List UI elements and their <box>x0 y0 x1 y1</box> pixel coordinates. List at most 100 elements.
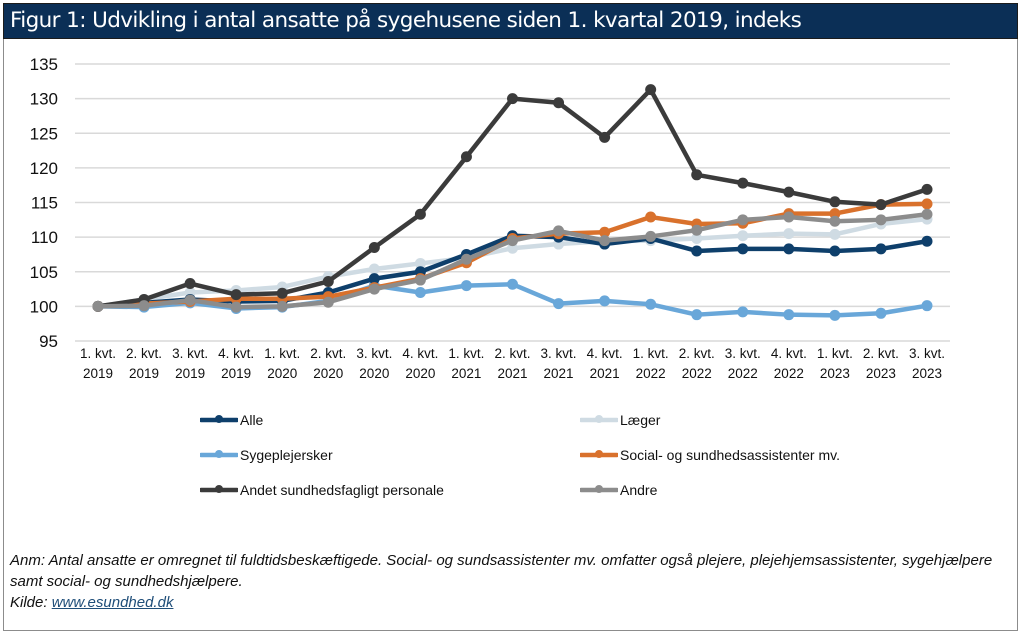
x-tick-label: 2020 <box>267 366 297 381</box>
data-point <box>460 253 472 265</box>
legend-item: Læger <box>580 412 660 428</box>
x-tick-label: 2023 <box>820 366 850 381</box>
data-point <box>368 263 380 275</box>
x-tick-label: 3. kvt. <box>356 346 392 361</box>
data-point <box>599 295 611 307</box>
x-tick-label: 2. kvt. <box>679 346 715 361</box>
x-tick-label: 1. kvt. <box>80 346 116 361</box>
legend-item: Social- og sundhedsassistenter mv. <box>580 447 840 463</box>
legend-label: Sygeplejersker <box>240 447 333 463</box>
data-point <box>875 243 887 255</box>
series-line <box>95 87 930 309</box>
data-point <box>368 273 380 285</box>
data-point <box>783 228 795 240</box>
legend-label: Andet sundhedsfagligt personale <box>240 482 444 498</box>
series-social-og-sundhedsassistenter-mv- <box>92 198 933 312</box>
data-point <box>783 243 795 255</box>
y-tick-label: 130 <box>30 90 58 109</box>
x-tick-label: 4. kvt. <box>402 346 438 361</box>
series-læger <box>92 213 933 312</box>
x-tick-label: 2019 <box>129 366 159 381</box>
data-point <box>92 300 104 312</box>
x-tick-label: 1. kvt. <box>448 346 484 361</box>
data-point <box>645 84 657 96</box>
data-point <box>921 208 933 220</box>
data-point <box>414 274 426 286</box>
x-tick-label: 2020 <box>313 366 343 381</box>
data-point <box>875 199 887 211</box>
data-point <box>691 224 703 236</box>
data-point <box>230 301 242 313</box>
legend-label: Social- og sundhedsassistenter mv. <box>620 447 840 463</box>
y-tick-label: 105 <box>30 263 58 282</box>
data-point <box>829 215 841 227</box>
x-tick-label: 2021 <box>544 366 574 381</box>
data-point <box>875 214 887 226</box>
data-point <box>322 275 334 287</box>
data-point <box>414 257 426 269</box>
y-tick-label: 125 <box>30 124 58 143</box>
data-point <box>230 289 242 301</box>
legend-swatch-icon <box>200 415 238 423</box>
data-point <box>460 151 472 163</box>
data-point <box>691 233 703 245</box>
line-chart: 95 100 105 110 115 120 125 130 135 1. kvt. 2019 2.… <box>30 55 950 381</box>
x-tick-label: 2019 <box>83 366 113 381</box>
data-point <box>184 294 196 306</box>
data-point <box>645 298 657 310</box>
x-tick-label: 4. kvt. <box>771 346 807 361</box>
data-point <box>783 211 795 223</box>
source-line: Kilde: www.esundhed.dk <box>10 592 1000 613</box>
data-point <box>553 97 565 109</box>
y-tick-label: 110 <box>31 228 58 247</box>
x-tick-label: 1. kvt. <box>264 346 300 361</box>
data-point <box>921 198 933 210</box>
x-tick-label: 3. kvt. <box>725 346 761 361</box>
data-point <box>829 245 841 257</box>
data-point <box>414 208 426 220</box>
data-point <box>599 131 611 143</box>
data-point <box>875 307 887 319</box>
y-tick-label: 100 <box>30 297 58 316</box>
x-tick-label: 2022 <box>682 366 712 381</box>
data-point <box>414 287 426 299</box>
title-bar: Figur 1: Udvikling i antal ansatte på sy… <box>3 3 1018 39</box>
data-point <box>829 309 841 321</box>
legend-swatch-icon <box>580 450 618 458</box>
data-point <box>553 225 565 237</box>
legend-label: Læger <box>620 412 661 428</box>
data-point <box>691 245 703 257</box>
figure-title: Figur 1: Udvikling i antal ansatte på sy… <box>10 8 802 33</box>
footnote: Anm: Antal ansatte er omregnet til fuldt… <box>10 550 1000 613</box>
data-point <box>507 278 518 290</box>
x-tick-label: 3. kvt. <box>172 346 208 361</box>
x-tick-label: 2021 <box>497 366 527 381</box>
data-point <box>645 211 657 223</box>
x-tick-label: 4. kvt. <box>218 346 254 361</box>
data-point <box>921 300 933 312</box>
y-tick-label: 95 <box>39 332 58 351</box>
y-axis-ticks: 95 100 105 110 115 120 125 130 135 <box>30 55 58 351</box>
legend-item: Sygeplejersker <box>200 447 333 463</box>
x-tick-label: 2023 <box>912 366 942 381</box>
x-tick-label: 2019 <box>175 366 205 381</box>
x-tick-label: 2. kvt. <box>863 346 899 361</box>
data-point <box>276 300 288 312</box>
data-point <box>737 306 749 318</box>
y-tick-label: 135 <box>30 55 58 74</box>
data-point <box>829 196 841 208</box>
legend-label: Andre <box>620 482 658 498</box>
source-link[interactable]: www.esundhed.dk <box>51 594 174 611</box>
x-tick-label: 4. kvt. <box>587 346 623 361</box>
legend-swatch-icon <box>200 485 238 493</box>
series-andre <box>92 208 933 313</box>
data-point <box>599 235 611 247</box>
x-tick-label: 2020 <box>405 366 435 381</box>
x-tick-label: 1. kvt. <box>817 346 853 361</box>
data-point <box>507 93 518 105</box>
data-point <box>921 183 933 195</box>
y-tick-label: 115 <box>31 194 58 213</box>
data-point <box>737 214 749 226</box>
data-point <box>138 300 150 312</box>
x-tick-label: 2022 <box>728 366 758 381</box>
